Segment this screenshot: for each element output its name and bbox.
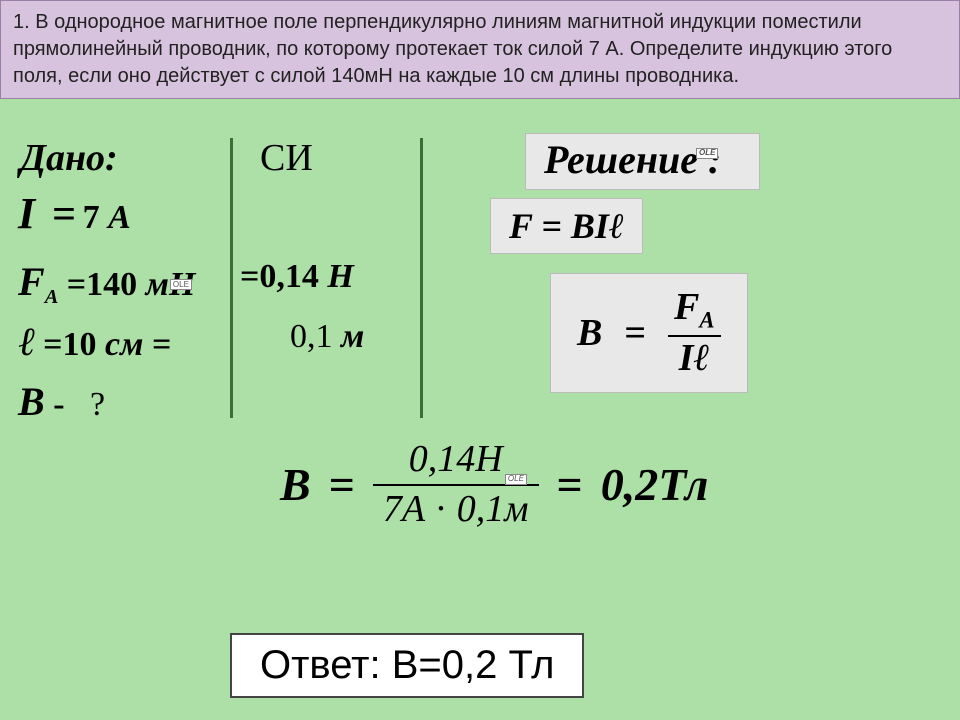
- eq3-result-unit: Тл: [658, 459, 708, 510]
- problem-text: 1. В однородное магнитное поле перпендик…: [13, 11, 892, 87]
- si-length: 0,1 м: [290, 318, 364, 356]
- symbol-B: B: [18, 379, 45, 424]
- given-force: FA =140 мН OLE: [18, 258, 226, 309]
- eq3-den: 7А · 0,1м: [373, 488, 539, 532]
- symbol-l: ℓ: [18, 319, 35, 364]
- answer-text: B=0,2 Тл: [392, 643, 555, 687]
- unit-l: см: [105, 326, 143, 363]
- given-length: ℓ =10 см =: [18, 318, 171, 365]
- given-unknown: B - ?: [18, 378, 105, 425]
- value-B: ?: [90, 386, 105, 423]
- given-heading: Дано:: [20, 136, 118, 180]
- symbol-F: F: [18, 259, 45, 304]
- divider-si-solution: [420, 138, 423, 418]
- given-current: I = 7 А: [18, 188, 131, 239]
- si-value-l: 0,1: [290, 318, 333, 355]
- eq3-den-right: 0,1м: [457, 488, 529, 530]
- content-area: Дано: СИ Решение : OLE I = 7 А FA =140 м…: [0, 128, 960, 720]
- si-value-F: 0,14: [259, 258, 319, 295]
- si-unit-F: Н: [327, 258, 353, 295]
- equation-numeric: B = 0,14Н 7А · 0,1м OLE = 0,2Тл: [280, 438, 708, 532]
- si-force: =0,14 Н: [240, 258, 354, 296]
- si-unit-l: м: [341, 318, 364, 355]
- symbol-F-sub: A: [45, 286, 59, 308]
- problem-statement: 1. В однородное магнитное поле перпендик…: [0, 0, 960, 99]
- eq2-num-sub: A: [699, 308, 714, 333]
- answer-prefix: Ответ:: [260, 643, 392, 687]
- value-I: 7: [83, 199, 100, 236]
- si-heading-text: СИ: [260, 137, 313, 179]
- eq1-rhs: BIℓ: [571, 206, 624, 246]
- eq3-den-left: 7А: [383, 488, 425, 530]
- equation-force: F = BIℓ: [490, 198, 643, 254]
- answer-box: Ответ: B=0,2 Тл: [230, 633, 584, 698]
- symbol-I: I: [18, 189, 35, 238]
- divider-given-si: [230, 138, 233, 418]
- eq3-lhs: B: [280, 458, 311, 511]
- value-F: 140: [86, 266, 137, 303]
- eq2-num: F: [674, 286, 699, 328]
- solution-heading-text: Решение :: [544, 137, 721, 182]
- eq2-fraction: FA Iℓ: [668, 288, 721, 378]
- ole-icon: OLE: [505, 474, 527, 485]
- eq3-fraction: 0,14Н 7А · 0,1м OLE: [373, 438, 539, 532]
- equation-induction: B = FA Iℓ: [550, 273, 748, 393]
- eq3-num: 0,14Н: [399, 438, 513, 482]
- given-heading-text: Дано:: [20, 137, 118, 179]
- ole-icon: OLE: [696, 148, 718, 159]
- si-heading: СИ: [260, 136, 313, 180]
- eq2-den: Iℓ: [673, 339, 716, 379]
- ole-icon: OLE: [170, 279, 192, 290]
- eq1-lhs: F: [509, 206, 532, 246]
- eq3-result-value: 0,2: [601, 459, 659, 510]
- solution-heading: Решение : OLE: [525, 133, 760, 190]
- eq2-lhs: B: [577, 311, 602, 355]
- value-l: 10: [63, 326, 97, 363]
- unit-I: А: [108, 199, 131, 236]
